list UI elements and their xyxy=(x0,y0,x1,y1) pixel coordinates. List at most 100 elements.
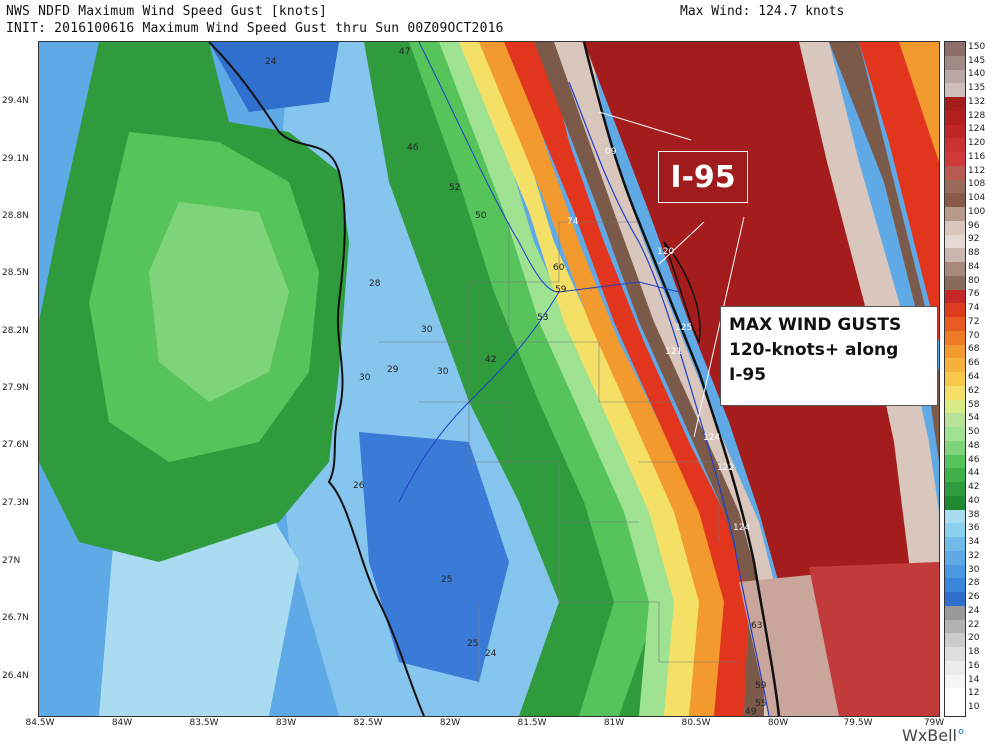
colorbar-label: 74 xyxy=(968,303,980,314)
colorbar-label: 30 xyxy=(968,564,980,575)
colorbar-swatch xyxy=(945,454,965,469)
road xyxy=(398,291,560,503)
map-value: 09 xyxy=(605,147,617,157)
colorbar-swatch xyxy=(945,564,965,579)
colorbar-label: 76 xyxy=(968,289,980,300)
pointer-line xyxy=(693,216,745,438)
colorbar-label: 48 xyxy=(968,440,980,451)
colorbar-label: 108 xyxy=(968,179,986,190)
colorbar-swatch xyxy=(945,138,965,153)
colorbar-label: 26 xyxy=(968,592,980,603)
colorbar-swatch xyxy=(945,509,965,524)
colorbar-label: 135 xyxy=(968,83,986,94)
colorbar-label: 140 xyxy=(968,69,986,80)
lat-label: 29.1N xyxy=(2,154,29,164)
south-red-zone xyxy=(809,562,939,716)
red-band xyxy=(504,42,749,716)
i95-label: I-95 xyxy=(658,151,748,203)
callout-line: I-95 xyxy=(729,365,767,385)
colorbar-label: 32 xyxy=(968,550,980,561)
lat-label: 28.2N xyxy=(2,326,29,336)
county-lines xyxy=(379,221,739,682)
atlantic-coastline xyxy=(582,42,781,716)
map-value: 29 xyxy=(387,365,399,375)
map-value: 59 xyxy=(555,285,567,295)
lon-label: 84W xyxy=(111,718,133,728)
colorbar-swatch xyxy=(945,550,965,566)
callout-line: 120-knots+ along xyxy=(729,340,899,360)
colorbar-label: 112 xyxy=(968,165,986,176)
lon-label: 81.5W xyxy=(517,718,547,728)
max-wind-readout: Max Wind: 124.7 knots xyxy=(680,4,845,19)
colorbar-label: 50 xyxy=(968,427,980,438)
colorbar-label: 20 xyxy=(968,633,980,644)
colorbar-swatch xyxy=(945,440,965,456)
lat-label: 28.8N xyxy=(2,211,29,221)
map-value: 122 xyxy=(717,463,734,473)
map-value: 46 xyxy=(407,143,419,153)
colorbar-swatch xyxy=(945,55,965,70)
colorbar-label: 68 xyxy=(968,344,980,355)
colorbar-swatch xyxy=(945,303,965,318)
lat-label: 27.9N xyxy=(2,383,29,393)
map-value-labels: 24 47 46 52 50 09 74 120 60 59 28 53 30 … xyxy=(265,47,767,716)
lat-label: 27N xyxy=(2,556,21,566)
yellow-band xyxy=(459,42,709,716)
colorbar-swatch xyxy=(945,317,965,332)
logo-text: WxBell xyxy=(902,726,957,745)
colorbar-swatch xyxy=(945,495,965,511)
east-orange-band xyxy=(899,42,939,162)
lon-label: 81W xyxy=(603,718,625,728)
wind-gust-map: 24 47 46 52 50 09 74 120 60 59 28 53 30 … xyxy=(38,41,940,717)
lat-label: 27.3N xyxy=(2,498,29,508)
lat-label: 26.4N xyxy=(2,671,29,681)
colorbar-swatch xyxy=(945,482,965,497)
colorbar-swatch xyxy=(945,248,965,263)
map-value: 63 xyxy=(751,621,762,631)
colorbar-swatch xyxy=(945,83,965,98)
colorbar-label: 14 xyxy=(968,674,980,685)
colorbar-label: 88 xyxy=(968,248,980,259)
map-value: 120 xyxy=(657,247,674,257)
colorbar-swatch xyxy=(945,234,965,249)
colorbar-swatch xyxy=(945,523,965,538)
colorbar-label: 38 xyxy=(968,509,980,520)
map-value: 125 xyxy=(675,323,692,333)
colorbar-label: 16 xyxy=(968,660,980,671)
lon-label: 79W xyxy=(923,718,945,728)
callout-line: MAX WIND GUSTS xyxy=(729,315,902,335)
colorbar-label: 10 xyxy=(968,702,980,713)
colorbar-swatch xyxy=(945,372,965,387)
colorbar-label: 150 xyxy=(968,41,986,52)
colorbar-label: 12 xyxy=(968,688,980,699)
map-canvas: 24 47 46 52 50 09 74 120 60 59 28 53 30 … xyxy=(39,42,939,716)
colorbar-swatch xyxy=(945,702,965,717)
pointer-line xyxy=(658,221,705,265)
colorbar-swatch xyxy=(945,97,965,112)
colorbar-swatch xyxy=(945,413,965,428)
colorbar-label: 46 xyxy=(968,454,980,465)
colorbar-swatch xyxy=(945,427,965,442)
colorbar-label: 128 xyxy=(968,110,986,121)
colorbar-swatch xyxy=(945,647,965,662)
cape-canaveral xyxy=(663,241,701,345)
lon-label: 79.5W xyxy=(843,718,873,728)
map-value: 124 xyxy=(733,523,750,533)
colorbar-label: 132 xyxy=(968,96,986,107)
colorbar-swatch xyxy=(945,193,965,208)
map-value: 28 xyxy=(369,279,381,289)
colorbar-swatch xyxy=(945,578,965,593)
lon-label: 80W xyxy=(767,718,789,728)
map-value: 47 xyxy=(399,47,410,57)
colorbar-label: 100 xyxy=(968,206,986,217)
lon-label: 82.5W xyxy=(353,718,383,728)
map-subtitle: INIT: 2016100616 Maximum Wind Speed Gust… xyxy=(6,21,504,36)
colorbar-swatch xyxy=(945,385,965,401)
lat-label: 29.4N xyxy=(2,96,29,106)
map-value: 74 xyxy=(567,217,579,227)
colorbar-label: 96 xyxy=(968,220,980,231)
pointer-line xyxy=(598,111,692,141)
orange-band xyxy=(479,42,729,716)
map-value: 25 xyxy=(441,575,452,585)
colorbar-label: 120 xyxy=(968,138,986,149)
